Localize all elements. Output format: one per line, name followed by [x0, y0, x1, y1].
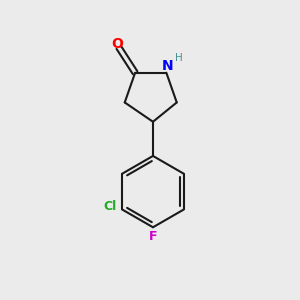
- Text: H: H: [175, 53, 183, 63]
- Text: F: F: [149, 230, 157, 243]
- Text: O: O: [111, 38, 123, 52]
- Text: N: N: [162, 59, 174, 73]
- Text: Cl: Cl: [103, 200, 116, 213]
